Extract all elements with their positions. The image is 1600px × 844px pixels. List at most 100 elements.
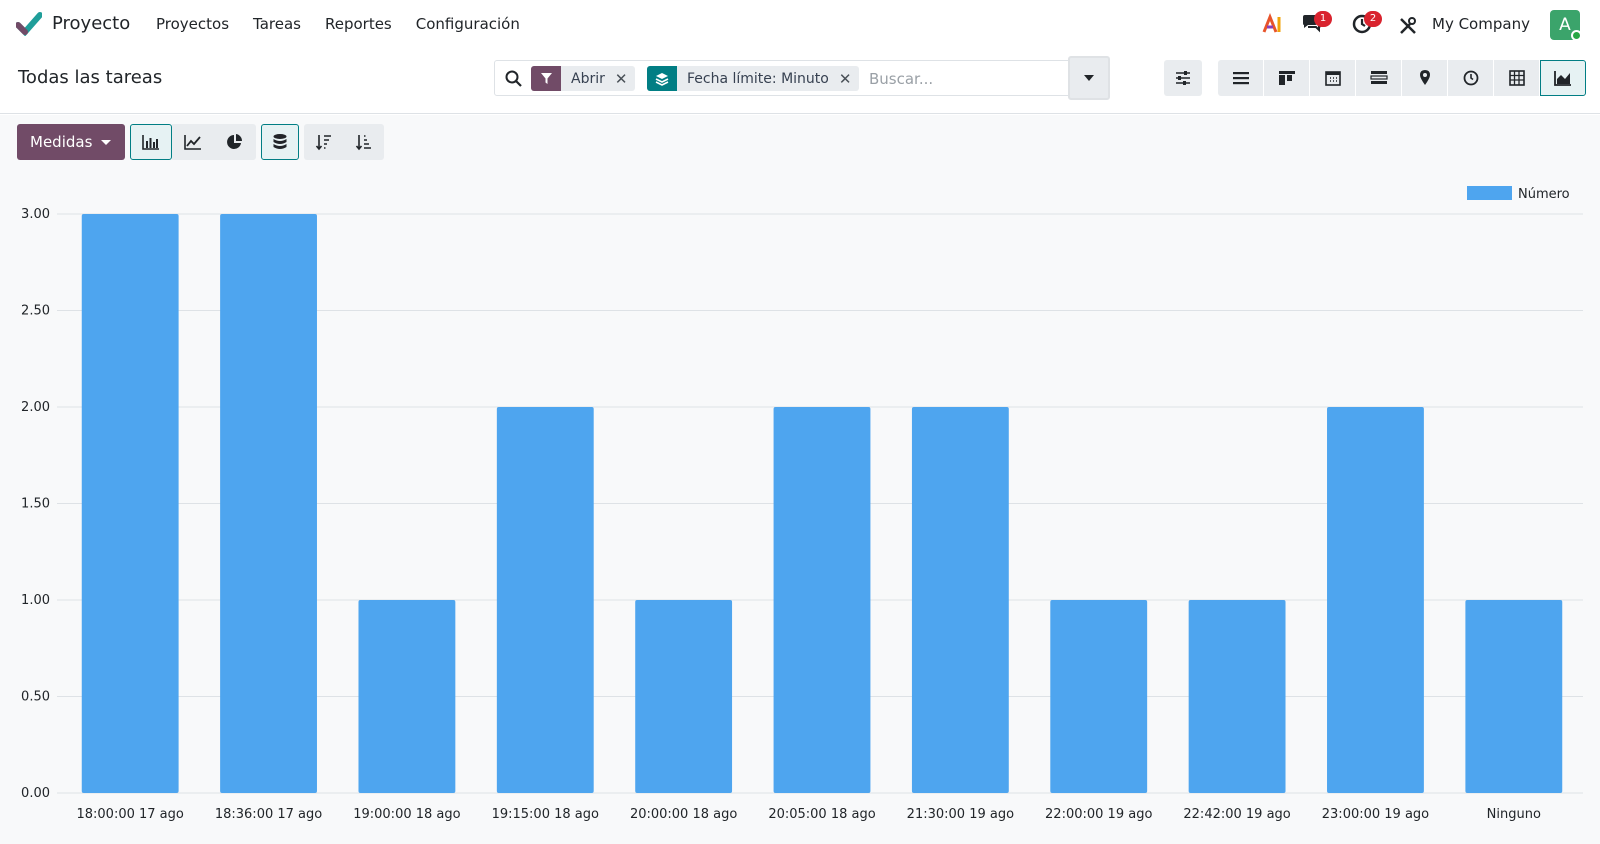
gantt-icon [1369, 71, 1388, 84]
y-tick-label: 1.50 [21, 497, 50, 512]
bar[interactable] [81, 214, 179, 793]
graph-view: Medidas [0, 115, 1600, 844]
y-tick-label: 1.00 [21, 593, 50, 608]
pie-chart-button[interactable] [214, 124, 256, 160]
sort-group [304, 124, 384, 160]
calendar-icon [1324, 71, 1341, 86]
stacked-toggle-button[interactable] [261, 124, 299, 160]
ai-icon[interactable] [1262, 12, 1284, 36]
control-panel: Todas las tareas Abrir ✕ Fecha límite: M… [0, 48, 1600, 114]
view-switcher [1218, 60, 1586, 96]
pivot-icon [1508, 70, 1525, 86]
list-view-button[interactable] [1218, 60, 1264, 96]
search-facet-filter[interactable]: Abrir ✕ [531, 66, 636, 91]
x-tick-label: 18:00:00 17 ago [76, 807, 183, 822]
layers-icon [647, 66, 677, 91]
line-chart-button[interactable] [172, 124, 214, 160]
sort-ascending-button[interactable] [344, 124, 384, 160]
graph-view-button[interactable] [1540, 60, 1586, 96]
pie-chart-icon [227, 134, 243, 149]
messages-button[interactable]: 1 [1300, 11, 1334, 36]
measures-dropdown-button[interactable]: Medidas [17, 124, 125, 160]
main-menu: Proyectos Tareas Reportes Configuración [156, 15, 544, 33]
database-stack-icon [273, 134, 287, 149]
graph-toolbar: Medidas [17, 124, 384, 160]
bar[interactable] [1050, 600, 1148, 793]
tools-icon[interactable] [1398, 14, 1418, 38]
caret-down-icon [101, 139, 112, 145]
sort-ascending-icon [355, 135, 371, 151]
page-title: Todas las tareas [18, 67, 163, 88]
bar[interactable] [911, 407, 1009, 793]
kanban-view-button[interactable] [1264, 60, 1310, 96]
top-navbar: Proyecto Proyectos Tareas Reportes Confi… [0, 0, 1600, 48]
stacked-group [261, 124, 299, 160]
gantt-view-button[interactable] [1356, 60, 1402, 96]
bar[interactable] [496, 407, 594, 793]
bar[interactable] [220, 214, 317, 793]
sort-descending-button[interactable] [304, 124, 344, 160]
x-tick-label: 21:30:00 19 ago [907, 807, 1014, 822]
bar[interactable] [1465, 600, 1563, 793]
bar[interactable] [1188, 600, 1286, 793]
menu-item-proyectos[interactable]: Proyectos [156, 15, 230, 33]
search-options-toggle[interactable] [1068, 56, 1110, 100]
y-tick-label: 3.00 [21, 207, 50, 222]
search-bar[interactable]: Abrir ✕ Fecha límite: Minuto ✕ [494, 60, 1082, 96]
y-tick-label: 2.50 [21, 304, 50, 319]
menu-item-tareas[interactable]: Tareas [253, 15, 301, 33]
y-tick-label: 0.00 [21, 786, 50, 801]
x-tick-label: 20:00:00 18 ago [630, 807, 737, 822]
search-input[interactable] [869, 68, 1059, 90]
search-facet-groupby[interactable]: Fecha límite: Minuto ✕ [647, 66, 860, 91]
bar[interactable] [358, 600, 456, 793]
y-tick-label: 2.00 [21, 400, 50, 415]
chart-type-group [130, 124, 256, 160]
map-pin-icon [1419, 70, 1430, 85]
menu-item-configuracion[interactable]: Configuración [415, 15, 520, 33]
filter-icon [531, 66, 561, 91]
sort-descending-icon [315, 135, 331, 151]
activity-badge: 2 [1364, 11, 1382, 27]
app-name[interactable]: Proyecto [52, 13, 131, 34]
measures-label: Medidas [30, 133, 93, 151]
filters-panel-button[interactable] [1164, 60, 1202, 96]
bar-chart: 0.00 0.50 1.00 1.50 2.00 2.50 3.00 18:00:00 17 … [21, 186, 1583, 822]
sliders-icon [1176, 71, 1190, 85]
pivot-view-button[interactable] [1494, 60, 1540, 96]
list-icon [1232, 72, 1249, 85]
legend-swatch[interactable] [1467, 186, 1512, 200]
messages-badge: 1 [1314, 11, 1332, 27]
menu-item-reportes[interactable]: Reportes [324, 15, 392, 33]
bar[interactable] [635, 600, 733, 793]
x-tick-label: 20:05:00 18 ago [768, 807, 875, 822]
x-tick-label: 19:00:00 18 ago [353, 807, 460, 822]
remove-facet-close-icon[interactable]: ✕ [838, 69, 852, 88]
bar-chart-icon [142, 135, 159, 150]
x-tick-label: 19:15:00 18 ago [492, 807, 599, 822]
activity-button[interactable]: 2 [1351, 11, 1385, 36]
company-switcher[interactable]: My Company [1432, 15, 1530, 33]
caret-down-icon [1084, 75, 1094, 81]
y-tick-label: 0.50 [21, 690, 50, 705]
facet-label: Abrir [571, 70, 605, 87]
calendar-view-button[interactable] [1310, 60, 1356, 96]
bar[interactable] [773, 407, 871, 793]
remove-facet-close-icon[interactable]: ✕ [614, 69, 628, 88]
kanban-icon [1278, 71, 1295, 85]
legend-label[interactable]: Número [1518, 187, 1570, 202]
x-tick-label: 23:00:00 19 ago [1322, 807, 1429, 822]
x-tick-label: Ninguno [1487, 807, 1541, 822]
activity-view-button[interactable] [1448, 60, 1494, 96]
x-tick-label: 22:42:00 19 ago [1183, 807, 1290, 822]
bar-chart-button[interactable] [130, 124, 172, 160]
graph-icon [1554, 71, 1571, 86]
bar[interactable] [1327, 407, 1424, 793]
presence-indicator [1571, 30, 1582, 41]
x-tick-label: 18:36:00 17 ago [215, 807, 322, 822]
activity-icon [1463, 70, 1478, 86]
x-tick-label: 22:00:00 19 ago [1045, 807, 1152, 822]
line-chart-icon [184, 135, 201, 150]
map-view-button[interactable] [1402, 60, 1448, 96]
project-app-logo[interactable] [16, 12, 42, 36]
